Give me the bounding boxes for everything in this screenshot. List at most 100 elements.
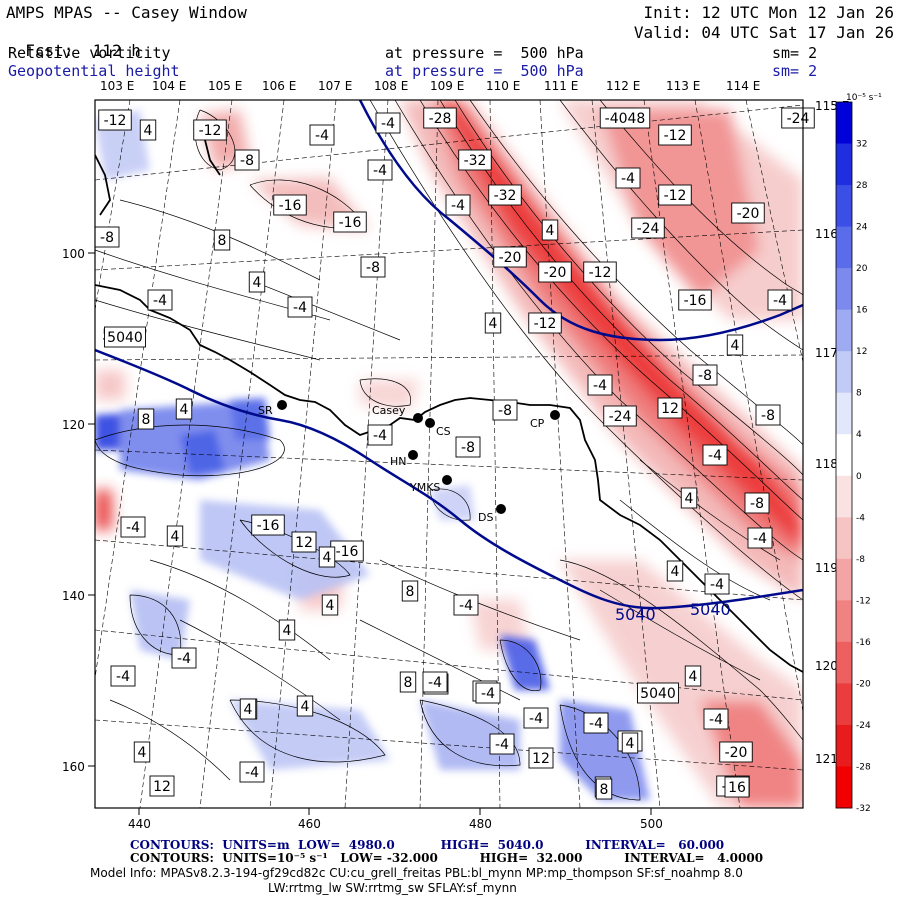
colorbar-tick-label: -24	[856, 721, 871, 731]
neg-band-core	[440, 100, 803, 550]
pos-coast-core2	[180, 430, 225, 475]
geopotential-contours	[95, 100, 803, 610]
colorbar-tick-label: -28	[856, 762, 871, 772]
svg-text:-4048: -4048	[605, 111, 646, 127]
svg-text:-20: -20	[725, 745, 748, 761]
contour-label: 12	[657, 397, 683, 419]
contour-label: 4	[680, 487, 698, 509]
contour-label: 5040	[637, 682, 679, 704]
colorbar-tick-label: -12	[856, 596, 871, 606]
contour-label: -8	[234, 149, 260, 171]
lon-label: 111 E	[544, 79, 578, 93]
contour-label: -4	[747, 527, 773, 549]
contour-label: -12	[658, 124, 692, 146]
colorbar-swatch	[836, 351, 852, 394]
contour-label: -4	[704, 573, 730, 595]
contour-label: 4	[726, 334, 744, 356]
svg-text:4: 4	[138, 745, 147, 761]
svg-text:4: 4	[301, 699, 310, 715]
svg-text:12: 12	[532, 751, 550, 767]
colorbar-swatch	[836, 392, 852, 435]
svg-text:-16: -16	[336, 544, 359, 560]
x-tick-label: 500	[640, 817, 663, 831]
colorbar-tick-label: 32	[856, 140, 867, 150]
station-marker	[550, 410, 560, 420]
svg-text:-4: -4	[293, 300, 307, 316]
svg-text:-28: -28	[429, 111, 452, 127]
x-tick-label: 460	[298, 817, 321, 831]
svg-text:12: 12	[295, 535, 313, 551]
contour-label: -4	[422, 671, 448, 693]
field1-smoothing: sm= 2	[772, 44, 818, 62]
contour-label: -4	[367, 424, 393, 446]
svg-text:4: 4	[326, 598, 335, 614]
colorbar-tick-label: -8	[856, 555, 865, 565]
svg-text:-4: -4	[709, 712, 723, 728]
svg-text:8: 8	[142, 412, 151, 428]
svg-text:-8: -8	[366, 260, 380, 276]
colorbar-swatch	[836, 641, 852, 684]
contour-label: -4	[475, 682, 501, 704]
contour-label: -4048	[599, 107, 651, 129]
init-time: Init: 12 UTC Mon 12 Jan 26	[643, 3, 894, 22]
contour-label: -12	[583, 261, 617, 283]
footer-physics: LW:rrtmg_lw SW:rrtmg_sw SFLAY:sf_mynn	[268, 881, 517, 895]
svg-text:-8: -8	[461, 440, 475, 456]
svg-text:-4: -4	[153, 293, 167, 309]
svg-text:-8: -8	[240, 153, 254, 169]
contour-label: 4	[175, 398, 193, 420]
contour-label: -4	[583, 712, 609, 734]
contour-label: -24	[631, 217, 665, 239]
contour-label: -20	[731, 202, 765, 224]
svg-text:-8: -8	[761, 408, 775, 424]
contour-label: -4	[367, 159, 393, 181]
lon-label: 109 E	[430, 79, 464, 93]
contour-label: 4	[166, 525, 184, 547]
station-label: DS	[478, 511, 493, 524]
colorbar-swatch	[836, 558, 852, 601]
colorbar-swatch	[836, 309, 852, 352]
contour-label: -4	[523, 707, 549, 729]
contour-label: 4	[621, 732, 639, 754]
x-axis: 440 460 480 500	[128, 808, 663, 831]
colorbar-tick-label: 4	[856, 430, 862, 440]
contour-label: -4	[110, 665, 136, 687]
contour-label: -16	[330, 540, 364, 562]
svg-text:4: 4	[283, 623, 292, 639]
lon-label: 107 E	[318, 79, 352, 93]
svg-text:-12: -12	[589, 265, 612, 281]
field2-name: Geopotential height	[8, 62, 180, 80]
contour-label: 4	[318, 546, 336, 568]
station-marker	[442, 475, 452, 485]
forecast-hour: Fcst: 112 h	[6, 24, 141, 60]
lon-label: 113 E	[666, 79, 700, 93]
map-frame	[94, 99, 804, 809]
svg-text:-20: -20	[544, 265, 567, 281]
footer-height-contours: CONTOURS: UNITS=m LOW= 4980.0 HIGH= 5040…	[130, 838, 725, 852]
contour-label: -8	[744, 492, 770, 514]
lon-label: 106 E	[262, 79, 296, 93]
colorbar-tick-label: 28	[856, 181, 868, 191]
x-tick-label: 440	[128, 817, 151, 831]
valid-time: Valid: 04 UTC Sat 17 Jan 26	[633, 23, 894, 42]
svg-text:-8: -8	[498, 403, 512, 419]
colorbar-swatch	[836, 683, 852, 726]
contour-label: 16	[724, 776, 750, 798]
station-label: CP	[530, 417, 545, 430]
contour-label: -24	[781, 107, 815, 129]
svg-text:-4: -4	[459, 598, 473, 614]
contour-label: 4	[139, 119, 157, 141]
height-label: 5040	[690, 600, 731, 619]
fcst-value: 112 h	[92, 41, 141, 60]
pos-mid-band-light	[200, 500, 370, 600]
contour-label: -32	[458, 149, 492, 171]
contour-label: -4	[147, 289, 173, 311]
y-tick-label: 100	[62, 247, 85, 261]
colorbar-tick-label: 16	[856, 306, 868, 316]
y-axis: 100 120 140 160	[62, 247, 95, 774]
contour-label: -16	[251, 514, 285, 536]
contour-label: 4	[296, 695, 314, 717]
neg-left-edge	[95, 490, 112, 530]
x-tick-label: 480	[469, 817, 492, 831]
